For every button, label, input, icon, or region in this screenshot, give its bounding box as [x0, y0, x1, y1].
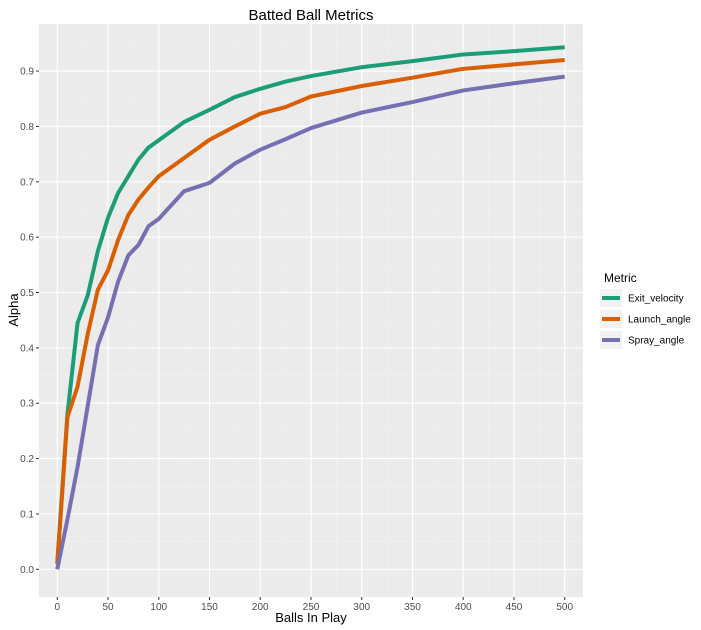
y-tick-label: 0.0: [20, 565, 34, 576]
series-lines: [55, 45, 565, 570]
y-tick-label: 0.6: [20, 233, 34, 244]
series-line-launch-angle: [55, 57, 565, 564]
y-tick-label: 0.2: [20, 454, 34, 465]
x-tick-label: 100: [150, 602, 167, 613]
x-tick-label: 300: [353, 602, 370, 613]
x-tick-label: 50: [102, 602, 114, 613]
x-axis-ticks: 0 50 100 150 200 250 300 350 400 450 500: [54, 597, 574, 613]
legend-label: Spray_angle: [628, 336, 685, 347]
x-tick-label: 500: [556, 602, 573, 613]
grid: [39, 24, 583, 598]
y-axis-ticks: 0.0 0.1 0.2 0.3 0.4 0.5 0.6 0.7 0.8 0.9: [20, 67, 39, 576]
y-tick-label: 0.1: [20, 509, 34, 520]
x-tick-label: 0: [54, 602, 60, 613]
y-tick-label: 0.5: [20, 288, 34, 299]
legend: Metric Exit_velocity Launch_angle Spray_an…: [600, 271, 691, 349]
legend-label: Exit_velocity: [628, 294, 684, 305]
series-line-spray-angle: [55, 74, 565, 570]
legend-label: Launch_angle: [628, 315, 691, 326]
y-tick-label: 0.9: [20, 67, 34, 78]
x-axis-title: Balls In Play: [275, 610, 347, 625]
y-axis-title: Alpha: [6, 293, 21, 327]
x-tick-label: 250: [303, 602, 320, 613]
x-tick-label: 200: [252, 602, 269, 613]
x-tick-label: 400: [455, 602, 472, 613]
y-tick-label: 0.3: [20, 399, 34, 410]
x-tick-label: 350: [404, 602, 421, 613]
x-tick-label: 450: [506, 602, 523, 613]
legend-title: Metric: [604, 271, 637, 285]
y-tick-label: 0.4: [20, 343, 34, 354]
x-tick-label: 150: [201, 602, 218, 613]
series-line-exit-velocity: [55, 45, 565, 564]
chart-title: Batted Ball Metrics: [248, 7, 373, 24]
y-tick-label: 0.8: [20, 122, 34, 133]
y-tick-label: 0.7: [20, 177, 34, 188]
